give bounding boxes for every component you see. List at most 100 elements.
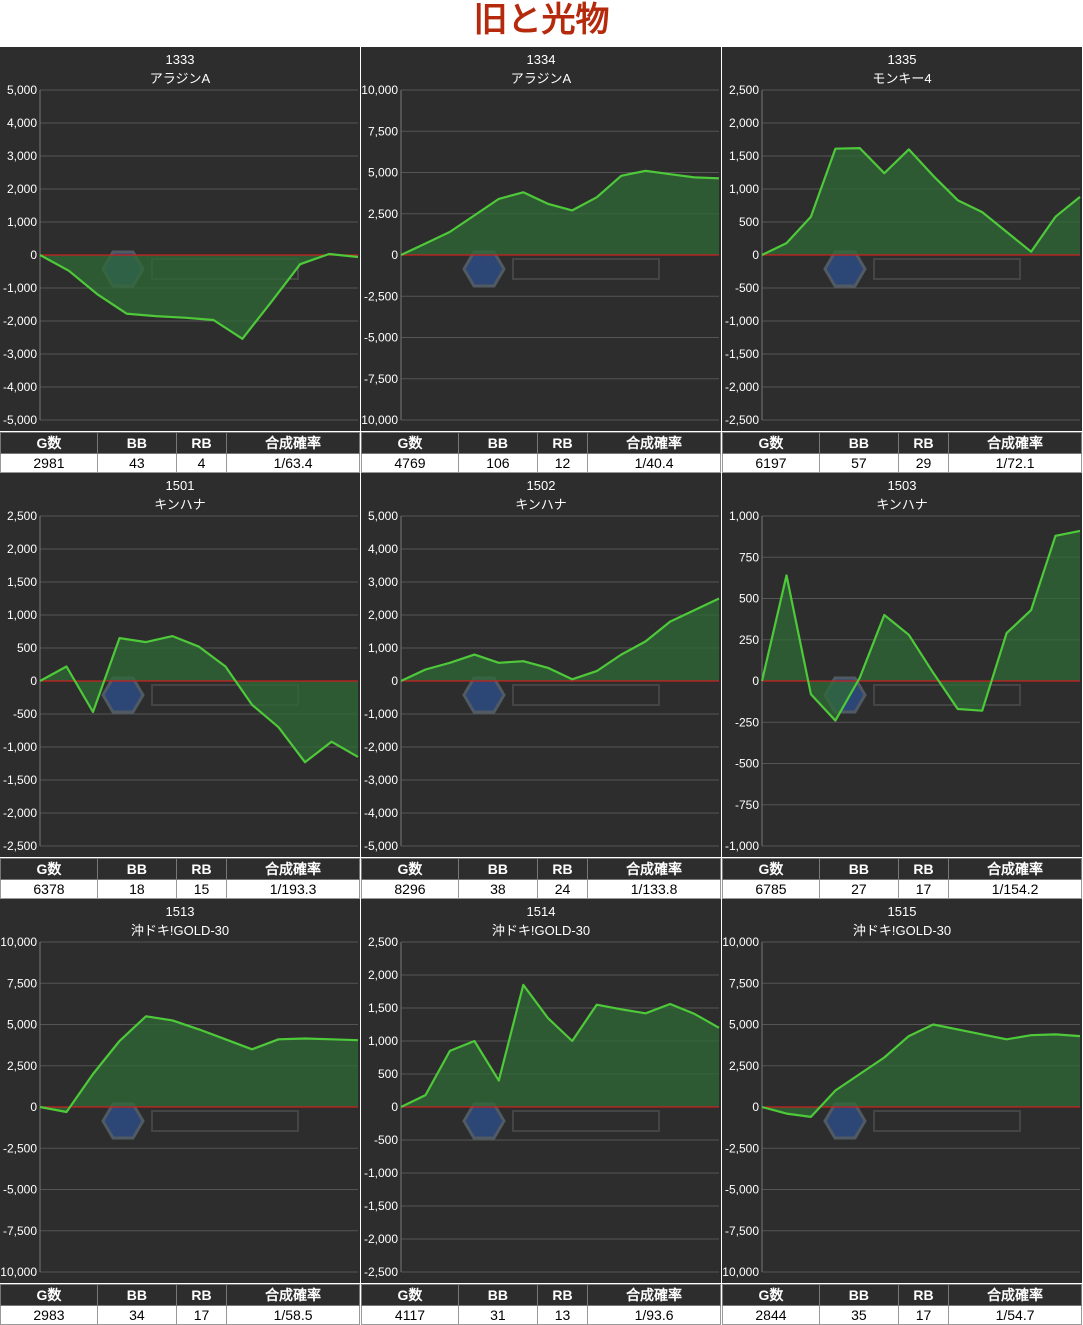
y-tick-label: -1,000 — [364, 707, 398, 721]
machine-number: 1333 — [165, 52, 195, 67]
stats-value-g: 6785 — [722, 879, 820, 899]
y-tick-label: 500 — [17, 641, 37, 655]
page-title: 旧と光物 — [473, 0, 610, 40]
stats-header: 合成確率 — [587, 858, 721, 880]
y-tick-label: -2,000 — [3, 314, 37, 328]
y-tick-label: 2,500 — [368, 935, 398, 949]
stats-header: BB — [818, 432, 899, 454]
series-line — [760, 529, 1081, 722]
stats-header: 合成確率 — [587, 432, 721, 454]
stats-value-rb: 12 — [536, 453, 589, 473]
stats-header: BB — [457, 432, 538, 454]
machine-model: モンキー4 — [872, 71, 932, 86]
stats-value-bb: 27 — [818, 879, 899, 899]
series-area — [401, 598, 719, 681]
series-line — [400, 983, 720, 1108]
y-tick-label: -7,500 — [3, 1224, 37, 1238]
logo-hexagon-icon — [462, 1102, 506, 1140]
series-area — [401, 984, 719, 1107]
series-line — [761, 1023, 1081, 1118]
logo-text-frame — [512, 258, 660, 280]
logo-text-frame — [512, 684, 660, 706]
logo-hexagon-icon — [101, 1102, 145, 1140]
y-tick-label: -10,000 — [722, 1265, 759, 1279]
machine-model: 沖ドキ!GOLD-30 — [852, 923, 952, 938]
logo-text-frame — [512, 1110, 660, 1132]
chart-svg: 5,000 4,000 3,000 2,000 1,000 0 -1,000 -2,000 -3… — [364, 509, 720, 853]
stats-value-g: 8296 — [361, 879, 459, 899]
y-tick-label: -2,500 — [725, 413, 759, 427]
stats-header: G数 — [722, 1284, 820, 1306]
stats-value-rb: 17 — [897, 1305, 950, 1325]
chart-area: 1514 沖ドキ!GOLD-30 2,500 2,000 1,500 1,000 500 0 -… — [361, 899, 721, 1283]
y-tick-label: -2,500 — [725, 1141, 759, 1155]
stats-value-g: 6197 — [722, 453, 820, 473]
stats-value-g: 4117 — [361, 1305, 459, 1325]
y-tick-label: 500 — [378, 1067, 398, 1081]
y-tick-label: 250 — [739, 633, 759, 647]
y-tick-label: 1,000 — [368, 1034, 398, 1048]
stats-value-g: 2983 — [0, 1305, 98, 1325]
series-area — [401, 170, 719, 255]
stats-header: RB — [536, 432, 589, 454]
y-tick-label: -500 — [13, 707, 37, 721]
chart-panel-1515: 1515 沖ドキ!GOLD-30 10,000 7,500 5,000 2,500 0 -2,… — [722, 899, 1082, 1325]
chart-panel-1335: 1335 モンキー4 2,500 2,000 1,500 1,000 500 0 -500 -1,… — [722, 47, 1082, 473]
stats-value-bb: 31 — [457, 1305, 538, 1325]
y-tick-label: -5,000 — [3, 1183, 37, 1197]
y-tick-label: -1,500 — [3, 773, 37, 787]
y-tick-label: 0 — [391, 1100, 398, 1114]
stats-table: G数 BB RB 合成確率 6785 27 17 1/154.2 — [722, 858, 1082, 899]
series-area — [762, 1024, 1080, 1117]
y-tick-label: 2,500 — [729, 83, 759, 97]
y-tick-label: -750 — [735, 798, 759, 812]
chart-area: 1335 モンキー4 2,500 2,000 1,500 1,000 500 0 -500 -1,… — [722, 47, 1082, 431]
watermark-logo — [462, 676, 660, 714]
y-tick-label: 0 — [30, 674, 37, 688]
chart-panel-1333: 1333 アラジンA 5,000 4,000 3,000 2,000 1,000 0 -1,00… — [0, 47, 360, 473]
y-tick-label: 750 — [739, 550, 759, 564]
stats-header: BB — [96, 1284, 177, 1306]
series-area — [40, 254, 358, 339]
watermark-logo — [101, 1102, 299, 1140]
stats-value-prob: 1/72.1 — [948, 453, 1082, 473]
y-tick-label: 2,500 — [7, 509, 37, 523]
y-tick-label: 3,000 — [368, 575, 398, 589]
y-tick-label: -2,500 — [3, 839, 37, 853]
y-tick-label: 1,500 — [368, 1001, 398, 1015]
y-tick-label: -5,000 — [725, 1183, 759, 1197]
y-tick-label: -5,000 — [364, 839, 398, 853]
stats-value-bb: 34 — [96, 1305, 177, 1325]
logo-hexagon-icon — [823, 250, 867, 288]
stats-value-rb: 4 — [175, 453, 228, 473]
y-tick-label: 5,000 — [729, 1018, 759, 1032]
y-tick-label: -10,000 — [0, 1265, 37, 1279]
machine-number: 1502 — [526, 478, 556, 493]
y-tick-label: 10,000 — [0, 935, 37, 949]
y-tick-label: 500 — [739, 215, 759, 229]
y-tick-label: -7,500 — [364, 372, 398, 386]
stats-table: G数 BB RB 合成確率 2981 43 4 1/63.4 — [0, 432, 360, 473]
stats-header: 合成確率 — [226, 1284, 360, 1306]
series-area — [762, 530, 1080, 721]
stats-header: RB — [897, 432, 950, 454]
y-tick-label: -1,000 — [3, 281, 37, 295]
stats-value-g: 2981 — [0, 453, 98, 473]
stats-value-prob: 1/40.4 — [587, 453, 721, 473]
y-tick-label: 2,500 — [368, 207, 398, 221]
y-tick-label: 10,000 — [361, 83, 398, 97]
machine-number: 1335 — [887, 52, 917, 67]
y-tick-label: -1,000 — [725, 314, 759, 328]
y-tick-label: 5,000 — [368, 509, 398, 523]
y-tick-label: 1,000 — [729, 509, 759, 523]
stats-header: RB — [175, 432, 228, 454]
series-area — [40, 1016, 358, 1112]
chart-panel-1514: 1514 沖ドキ!GOLD-30 2,500 2,000 1,500 1,000 500 0 -… — [361, 899, 721, 1325]
watermark-logo — [823, 1102, 1021, 1140]
stats-value-prob: 1/193.3 — [226, 879, 360, 899]
stats-header: RB — [897, 1284, 950, 1306]
stats-header: G数 — [0, 858, 98, 880]
stats-header: G数 — [0, 1284, 98, 1306]
stats-header: BB — [457, 1284, 538, 1306]
y-tick-label: 0 — [752, 248, 759, 262]
